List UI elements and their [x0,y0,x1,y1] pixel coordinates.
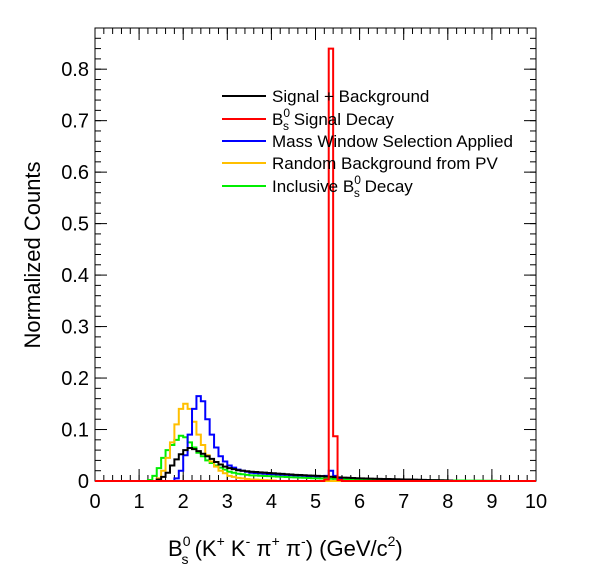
x-tick-label: 5 [310,491,321,513]
series-layer [95,47,536,482]
legend-label-random-background: Random Background from PV [272,154,498,173]
x-tick-label: 6 [354,491,365,513]
y-tick-label: 0.5 [61,214,89,236]
legend-label-inclusive-decay: Inclusive B0 s Decay [272,173,413,200]
legend: Signal + Background B0 s Signal Decay Mas… [222,87,513,200]
y-axis-title: Normalized Counts [20,161,45,348]
x-tick-label: 7 [398,491,409,513]
x-tick-label: 0 [89,491,100,513]
y-tick-label: 0.4 [61,265,89,287]
series-line-1 [95,47,536,482]
x-axis-ticks: 0 1 2 3 4 5 6 7 8 9 10 [89,28,547,513]
y-tick-label: 0.8 [61,59,89,81]
x-axis-title: B0 s (K+ K- π+ π-) (GeV/c2) [168,533,403,567]
x-tick-label: 1 [134,491,145,513]
x-tick-label: 3 [222,491,233,513]
y-tick-label: 0.1 [61,420,89,442]
legend-label-signal-background: Signal + Background [272,87,429,106]
x-tick-label: 9 [486,491,497,513]
x-tick-label: 2 [178,491,189,513]
legend-label-mass-window: Mass Window Selection Applied [272,132,513,151]
y-tick-label: 0.3 [61,317,89,339]
y-tick-label: 0.7 [61,111,89,133]
y-tick-label: 0 [78,471,89,493]
y-tick-label: 0.6 [61,162,89,184]
y-tick-label: 0.2 [61,368,89,390]
x-tick-label: 10 [525,491,547,513]
x-tick-label: 4 [266,491,277,513]
legend-label-signal-decay: B0 s Signal Decay [272,106,394,133]
x-tick-label: 8 [442,491,453,513]
y-axis-ticks: 0 0.1 0.2 0.3 0.4 0.5 0.6 0.7 0.8 [61,27,536,493]
